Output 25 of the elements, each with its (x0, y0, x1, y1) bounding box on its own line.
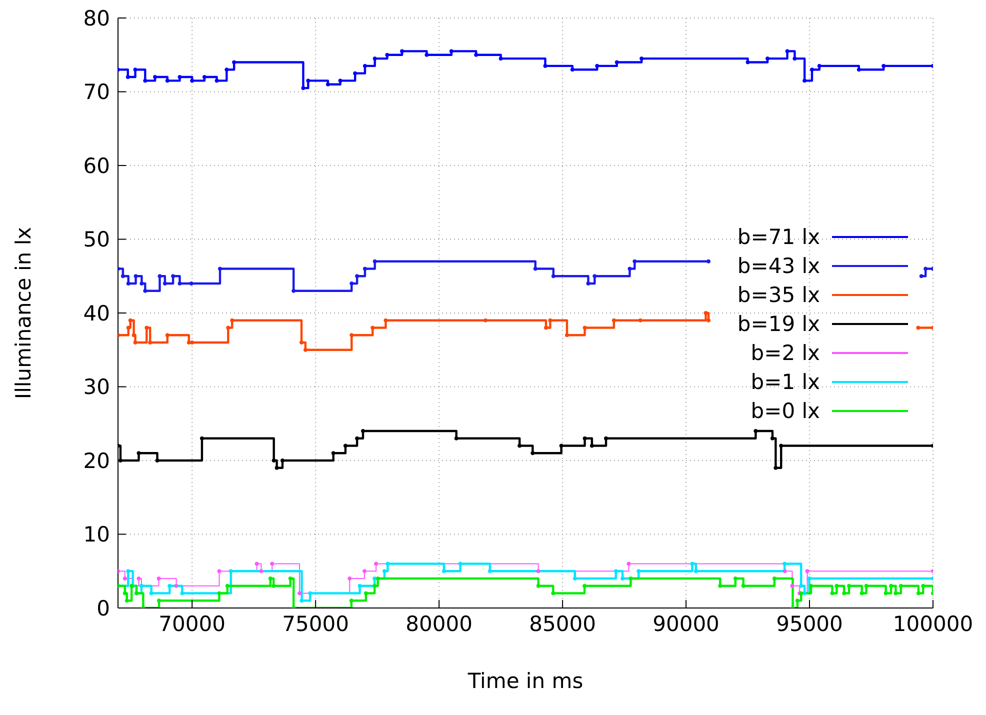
legend-label: b=1 lx (750, 370, 820, 394)
y-tick-label: 20 (83, 448, 110, 473)
y-tick-label: 40 (83, 301, 110, 326)
legend-label: b=2 lx (750, 340, 820, 364)
y-tick-label: 60 (83, 154, 110, 178)
legend-label: b=19 lx (737, 312, 820, 336)
y-tick-label: 30 (83, 375, 110, 400)
x-axis-title: Time in ms (466, 669, 584, 693)
y-tick-label: 80 (83, 6, 110, 30)
x-tick-label: 75000 (282, 612, 349, 636)
legend-label: b=35 lx (737, 282, 820, 306)
y-axis-title: Illuminance in lx (11, 226, 36, 400)
y-tick-label: 70 (83, 80, 110, 104)
y-tick-label: 50 (83, 228, 110, 252)
series-label: b=43 lx (737, 254, 820, 278)
x-tick-label: 95000 (776, 612, 843, 636)
y-tick-label: 0 (96, 596, 110, 620)
x-tick-label: 85000 (529, 612, 596, 636)
x-tick-label: 80000 (406, 612, 472, 636)
legend-label: b=0 lx (750, 398, 820, 422)
x-tick-label: 100000 (892, 612, 974, 636)
y-tick-label: 10 (83, 522, 110, 547)
x-tick-label: 90000 (652, 612, 720, 636)
x-tick-label: 70000 (158, 612, 226, 636)
legend-label: b=71 lx (737, 224, 820, 248)
